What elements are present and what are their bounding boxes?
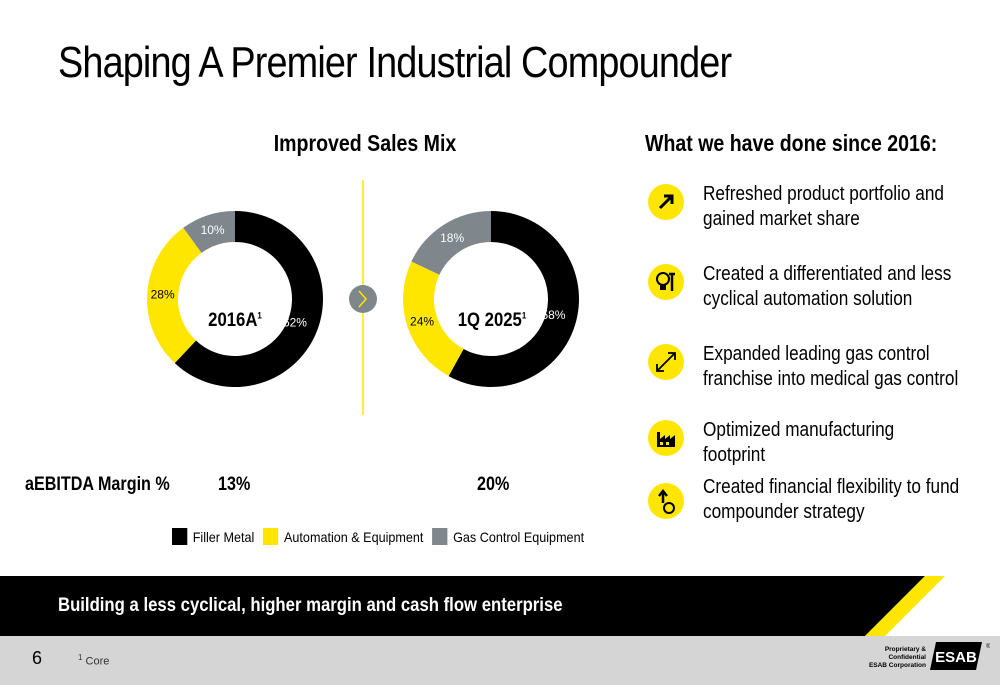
- slice-label: 58%: [541, 308, 565, 322]
- center-label-text: 2016A: [208, 310, 258, 331]
- legend-swatch: [432, 528, 448, 545]
- donut-slice: [411, 211, 491, 275]
- page-title: Shaping A Premier Industrial Compounder: [58, 38, 732, 87]
- achievement-text: Created a differentiated and less cyclic…: [703, 263, 952, 310]
- coin-growth-icon: [648, 483, 684, 519]
- logo-text: ESAB: [935, 649, 977, 666]
- footer-bar: [0, 636, 1000, 685]
- margin-value-2025: 20%: [477, 474, 510, 495]
- achievement-text: Refreshed product portfolio and gained m…: [703, 183, 944, 230]
- sales-mix-title: Improved Sales Mix: [273, 130, 457, 156]
- margin-value-2016: 13%: [218, 474, 251, 495]
- achievement-text: Created financial flexibility to fund co…: [703, 476, 960, 523]
- legend-item-gas: Gas Control Equipment: [432, 528, 584, 545]
- legend-item-automation: Automation & Equipment: [263, 528, 423, 545]
- achievement-text: Expanded leading gas control franchise i…: [703, 343, 959, 390]
- factory-icon: [648, 420, 684, 456]
- footnote-marker: 1: [78, 653, 83, 662]
- legend-swatch: [172, 528, 188, 545]
- proprietary-line: Proprietary & Confidential: [884, 646, 926, 661]
- center-label-text: 1Q 2025: [457, 310, 522, 331]
- slice-label: 28%: [151, 287, 175, 301]
- margin-label: aEBITDA Margin %: [25, 474, 170, 495]
- center-label-2016: 2016A1: [198, 310, 272, 332]
- donut-slice: [183, 211, 235, 253]
- proprietary-line: ESAB Corporation: [868, 662, 926, 669]
- footnote: 1 Core: [78, 653, 109, 668]
- slice-label: 62%: [283, 316, 307, 330]
- center-label-sup: 1: [521, 310, 527, 321]
- achievements-title: What we have done since 2016:: [645, 130, 938, 156]
- slice-label: 24%: [410, 314, 434, 328]
- expand-arrow-icon: [648, 344, 684, 380]
- donut-slice: [403, 261, 464, 377]
- legend-label: Filler Metal: [192, 528, 255, 545]
- achievement-text: Optimized manufacturing footprint: [703, 419, 895, 466]
- donut-slice: [448, 211, 579, 387]
- sales-mix-charts: 62% 28% 10% 58% 24% 18%: [147, 180, 579, 415]
- donut-slice: [174, 211, 323, 387]
- tagline: Building a less cyclical, higher margin …: [58, 595, 563, 616]
- legend-swatch: [263, 528, 279, 545]
- donut-chart-2025: 58% 24% 18%: [403, 211, 579, 387]
- donut-slice: [147, 227, 202, 364]
- esab-logo: ESAB ®: [930, 642, 990, 670]
- page-number: 6: [32, 648, 43, 668]
- logo-mark: ®: [986, 643, 990, 650]
- arrow-up-right-icon: [648, 184, 684, 220]
- center-label-2025: 1Q 20251: [448, 310, 536, 332]
- proprietary-notice: Proprietary & Confidential ESAB Corporat…: [850, 646, 926, 670]
- center-label-sup: 1: [257, 310, 262, 321]
- chart-legend: Filler Metal Automation & Equipment Gas …: [172, 528, 593, 545]
- donut-chart-2016: 62% 28% 10%: [147, 211, 323, 387]
- legend-label: Gas Control Equipment: [453, 528, 585, 545]
- tagline-band: [0, 576, 945, 636]
- lightbulb-wrench-icon: [648, 264, 684, 300]
- slice-label: 10%: [201, 223, 225, 237]
- footnote-text: Core: [85, 655, 110, 668]
- slice-label: 18%: [440, 231, 464, 245]
- arrow-circle: [349, 285, 377, 313]
- legend-item-filler: Filler Metal: [172, 528, 254, 545]
- legend-label: Automation & Equipment: [284, 528, 424, 545]
- chevron-right-icon: [358, 290, 367, 308]
